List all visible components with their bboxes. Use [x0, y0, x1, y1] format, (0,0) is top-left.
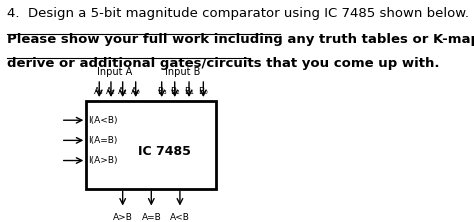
Bar [86, 101, 216, 188]
Text: I(A=B): I(A=B) [88, 136, 118, 145]
Text: A₀: A₀ [131, 87, 141, 96]
Text: A₂: A₂ [106, 87, 116, 96]
Text: Input A: Input A [97, 67, 133, 77]
Text: B₀: B₀ [199, 87, 208, 96]
Text: A<B: A<B [170, 213, 190, 222]
Text: Input B: Input B [165, 67, 200, 77]
Text: A₁: A₁ [118, 87, 128, 96]
Text: A=B: A=B [141, 213, 161, 222]
Text: derive or additional gates/circuits that you come up with.: derive or additional gates/circuits that… [7, 57, 439, 70]
Text: B₃: B₃ [157, 87, 166, 96]
Text: I(A<B): I(A<B) [88, 116, 118, 125]
Text: 4.  Design a 5-bit magnitude comparator using IC 7485 shown below.: 4. Design a 5-bit magnitude comparator u… [7, 7, 469, 20]
Text: A>B: A>B [113, 213, 133, 222]
Text: I(A>B): I(A>B) [88, 156, 118, 165]
Text: IC 7485: IC 7485 [138, 145, 191, 158]
Text: Please show your full work including any truth tables or K-maps that you: Please show your full work including any… [7, 33, 474, 46]
Text: A₃: A₃ [94, 87, 104, 96]
Text: B₁: B₁ [184, 87, 194, 96]
Text: B₂: B₂ [170, 87, 180, 96]
